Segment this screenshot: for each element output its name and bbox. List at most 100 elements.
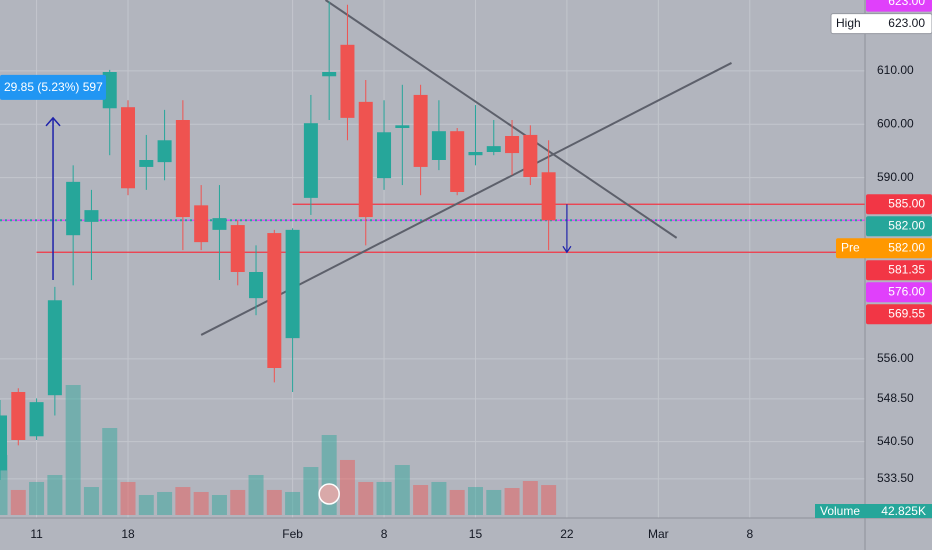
candle-body — [303, 123, 318, 198]
volume-bar — [10, 489, 26, 515]
volume-bar — [504, 488, 520, 515]
candle-body — [175, 120, 190, 218]
price-label-box — [866, 216, 932, 237]
candle-body — [212, 218, 227, 230]
y-tick-label: 548.50 — [877, 391, 914, 405]
price-label-box — [866, 194, 932, 215]
candle-body — [249, 272, 264, 299]
candle-body — [505, 136, 520, 154]
volume-bar — [522, 481, 538, 515]
x-tick-label: Feb — [282, 527, 303, 541]
volume-bar — [394, 465, 410, 515]
volume-bar — [541, 485, 557, 515]
candle-body — [541, 172, 556, 221]
candle-body — [486, 146, 501, 152]
volume-bar — [467, 487, 483, 515]
volume-bar — [486, 489, 502, 515]
volume-bar — [211, 495, 227, 515]
volume-bar — [102, 428, 118, 515]
candle-body — [413, 94, 428, 167]
candle-body — [102, 72, 117, 109]
candle-body — [47, 300, 62, 396]
volume-bar — [193, 491, 209, 515]
price-label-box — [866, 0, 932, 12]
x-tick-label: 8 — [381, 527, 388, 541]
candle-body — [523, 134, 538, 178]
volume-bar — [339, 459, 355, 515]
volume-bar — [29, 481, 45, 515]
x-tick-label: 11 — [30, 527, 43, 541]
trendline — [324, 0, 678, 239]
price-label: 581.35 — [888, 262, 925, 276]
volume-bar — [376, 481, 392, 515]
candle-body — [29, 402, 44, 437]
measure-box — [0, 74, 106, 100]
price-label-box — [830, 13, 932, 35]
price-label: 582.00 — [888, 218, 925, 232]
volume-bar — [138, 495, 154, 515]
candle-body — [322, 72, 337, 77]
volume-bar — [248, 475, 264, 515]
candle-body — [11, 392, 26, 440]
volume-label: Volume — [820, 504, 860, 518]
candle-body — [285, 229, 300, 339]
candle-body — [468, 152, 483, 156]
volume-label-box — [815, 504, 932, 518]
candle-body — [230, 225, 245, 272]
volume-bar — [157, 491, 173, 515]
candle-body — [267, 233, 282, 368]
volume-bar — [266, 489, 282, 515]
x-tick-label: Mar — [648, 527, 669, 541]
y-tick-label: 600.00 — [877, 116, 914, 130]
y-tick-label: 590.00 — [877, 170, 914, 184]
volume-bar — [431, 481, 447, 515]
measure-label: 29.85 (5.23%) 597 — [4, 80, 103, 94]
x-tick-label: 22 — [560, 527, 574, 541]
y-tick-label: 540.50 — [877, 434, 914, 448]
volume-bar — [0, 455, 8, 515]
price-label: 623.00 — [888, 16, 925, 30]
candle-body — [121, 107, 136, 189]
y-tick-label: 556.00 — [877, 351, 914, 365]
volume-bar — [47, 475, 63, 515]
x-tick-label: 15 — [469, 527, 483, 541]
candle-body — [66, 181, 81, 236]
price-label-prefix: High — [836, 16, 861, 30]
candle-body — [358, 101, 373, 218]
candle-body — [157, 140, 172, 163]
volume-bar — [230, 489, 246, 515]
candle-body — [395, 125, 410, 128]
volume-bar — [285, 491, 301, 515]
volume-bar — [120, 481, 136, 515]
x-tick-label: 18 — [121, 527, 135, 541]
price-label: 585.00 — [888, 196, 925, 210]
y-tick-label: 533.50 — [877, 471, 914, 485]
price-label-box — [836, 238, 932, 259]
earnings-marker — [318, 483, 340, 505]
candle-body — [431, 131, 446, 160]
candle-body — [377, 132, 392, 179]
volume-bar — [175, 487, 191, 515]
price-label-box — [866, 260, 932, 281]
price-label: 569.55 — [888, 306, 925, 320]
price-label: 576.00 — [888, 284, 925, 298]
x-tick-label: 8 — [746, 527, 753, 541]
price-label-prefix: Pre — [841, 240, 860, 254]
candle-body — [139, 160, 154, 167]
candle-body — [84, 210, 99, 222]
volume-bar — [358, 481, 374, 515]
volume-last: 42.825K — [881, 504, 926, 518]
candle-body — [340, 44, 355, 118]
price-label-box — [866, 304, 932, 325]
arrow-head — [562, 245, 572, 254]
candle-body — [450, 131, 465, 192]
price-label: 582.00 — [888, 240, 925, 254]
price-label: 623.00 — [888, 0, 925, 8]
volume-bar — [83, 487, 99, 515]
volume-bar — [449, 489, 465, 515]
price-label-box — [866, 282, 932, 303]
arrow-head — [45, 116, 61, 127]
volume-bar — [303, 467, 319, 515]
